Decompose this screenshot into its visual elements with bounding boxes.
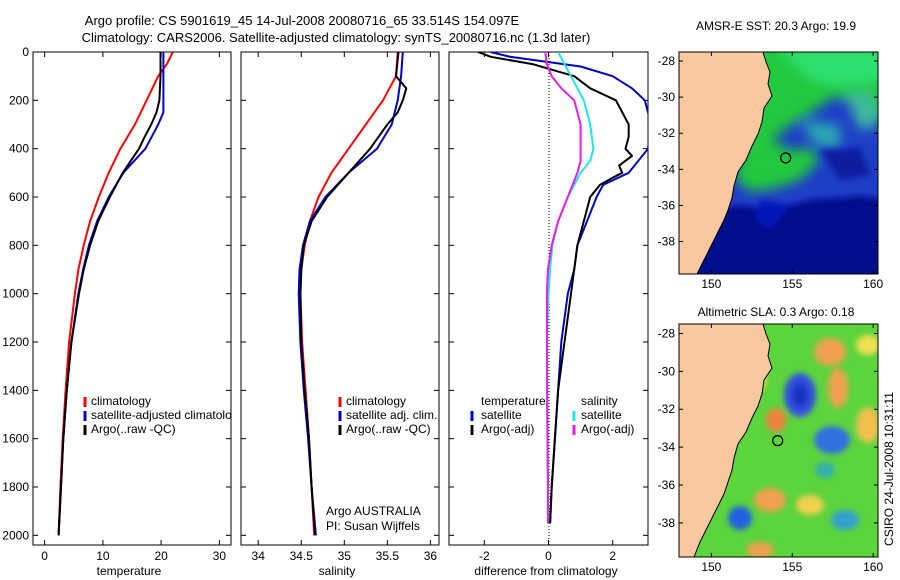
sst-map-field (679, 52, 878, 274)
salinity-series (297, 52, 408, 536)
legend-label: climatology (346, 394, 406, 408)
legend-label: Argo(-adj) (581, 422, 634, 436)
y-tick-label: 1800 (2, 480, 29, 494)
salinity-xlabel: salinity (319, 564, 356, 578)
x-tick-label: 36 (424, 549, 438, 563)
series-line-black (299, 52, 408, 536)
y-tick-label: 1000 (2, 287, 29, 301)
y-tick-label: 1200 (2, 335, 29, 349)
x-tick-label: 34 (252, 549, 266, 563)
series-line-magenta (544, 52, 582, 524)
sst-map-frame (678, 51, 879, 275)
panel-gap (231, 52, 241, 545)
legend-label: satellite (481, 408, 522, 422)
y-tick-label: 800 (9, 238, 29, 252)
sst-map-panel: AMSR-E SST: 20.3 Argo: 19.9 150 15 (658, 19, 884, 291)
argo-note-line2: PI: Susan Wijffels (326, 519, 420, 533)
y-tick-label: 2000 (2, 528, 29, 542)
difference-ticks: -2 0 2 (449, 51, 648, 563)
y-tick-label: -34 (658, 440, 676, 454)
difference-panel: -2 0 2 difference from climatology tempera… (448, 51, 649, 578)
temperature-series (57, 52, 174, 536)
y-tick-label: -38 (658, 235, 676, 249)
sla-map-frame (678, 323, 879, 558)
australia-land (679, 324, 773, 557)
y-tick-label: -32 (658, 126, 676, 140)
y-tick-label: 600 (9, 190, 29, 204)
series-line-black (477, 52, 633, 524)
x-tick-label: -2 (479, 549, 490, 563)
sst-map-ticks: 150 155 160 -28 -30 -32 -34 -36 -38 (658, 52, 883, 291)
y-tick-label: -38 (658, 516, 676, 530)
legend-label: Argo(..raw -QC) (346, 422, 431, 436)
temperature-legend: climatology satellite-adjusted climatolo… (83, 394, 244, 436)
y-tick-label: 1400 (2, 383, 29, 397)
legend-title-salinity: salinity (581, 394, 618, 408)
salinity-legend: climatology satellite adj. clim. Argo(..… (338, 394, 437, 436)
y-tick-label: -30 (658, 90, 676, 104)
x-tick-label: 35.5 (376, 549, 400, 563)
sla-map-ticks: 150 155 160 -28 -30 -32 -34 -36 -38 (658, 324, 883, 574)
sla-map-title: Altimetric SLA: 0.3 Argo: 0.18 (698, 305, 855, 319)
x-tick-label: 30 (213, 549, 227, 563)
y-tick-label: 400 (9, 142, 29, 156)
australia-land (679, 52, 773, 274)
sla-map-field (679, 324, 878, 557)
x-tick-label: 0 (545, 549, 552, 563)
x-tick-label: 160 (863, 277, 883, 291)
legend-label: Argo(-adj) (481, 422, 534, 436)
y-tick-label: 0 (22, 45, 29, 59)
legend-label: satellite-adjusted climatology (91, 408, 244, 422)
x-tick-label: 2 (609, 549, 616, 563)
temperature-xlabel: temperature (97, 564, 162, 578)
x-tick-label: 155 (782, 277, 802, 291)
x-tick-label: 160 (863, 560, 883, 574)
y-tick-label: -28 (658, 326, 676, 340)
series-line-black (57, 52, 162, 536)
temperature-panel: 0 10 20 30 0 200 400 600 800 1000 1200 1400 1600 1800… (2, 45, 244, 578)
figure-title-line2: Climatology: CARS2006. Satellite-adjuste… (82, 30, 591, 45)
x-tick-label: 35 (338, 549, 352, 563)
sst-map-title: AMSR-E SST: 20.3 Argo: 19.9 (696, 19, 856, 33)
y-tick-label: -28 (658, 54, 676, 68)
x-tick-label: 155 (782, 560, 802, 574)
y-tick-label: 200 (9, 93, 29, 107)
difference-legend: temperature satellite Argo(-adj) salinit… (470, 394, 634, 436)
sla-anomalies (728, 335, 878, 557)
y-tick-label: -30 (658, 364, 676, 378)
argo-float-marker (772, 434, 784, 447)
legend-title-temperature: temperature (481, 394, 546, 408)
y-tick-label: -32 (658, 402, 676, 416)
salinity-ticks: 34 34.5 35 35.5 36 (241, 51, 439, 563)
legend-label: Argo(..raw -QC) (91, 422, 176, 436)
difference-series (477, 52, 648, 524)
x-tick-label: 0 (41, 549, 48, 563)
x-tick-label: 10 (96, 549, 110, 563)
temperature-axes-box (32, 51, 232, 546)
legend-label: satellite (581, 408, 622, 422)
salinity-panel: 34 34.5 35 35.5 36 salinity climatology sate… (240, 51, 440, 578)
sla-map-panel: Altimetric SLA: 0.3 Argo: 0.18 (658, 305, 884, 574)
sst-warm-water (735, 52, 878, 192)
x-tick-label: 150 (701, 560, 721, 574)
figure-title-line1: Argo profile: CS 5901619_45 14-Jul-2008 … (85, 13, 520, 28)
legend-label: climatology (91, 394, 151, 408)
argo-float-marker (780, 152, 792, 164)
y-tick-label: -34 (658, 162, 676, 176)
temperature-ticks: 0 10 20 30 0 200 400 600 800 1000 1200 1400 1600 1800… (2, 45, 231, 563)
credit-stamp: CSIRO 24-Jul-2008 10:31:11 (882, 392, 896, 546)
x-tick-label: 34.5 (290, 549, 314, 563)
y-tick-label: 1600 (2, 432, 29, 446)
x-tick-label: 150 (701, 277, 721, 291)
x-tick-label: 20 (154, 549, 168, 563)
salinity-axes-box (240, 51, 440, 546)
y-tick-label: -36 (658, 198, 676, 212)
y-tick-label: -36 (658, 478, 676, 492)
sst-cold-water (679, 148, 878, 274)
argo-note-line1: Argo AUSTRALIA (326, 504, 421, 518)
legend-label: satellite adj. clim. (346, 408, 437, 422)
difference-xlabel: difference from climatology (474, 564, 617, 578)
